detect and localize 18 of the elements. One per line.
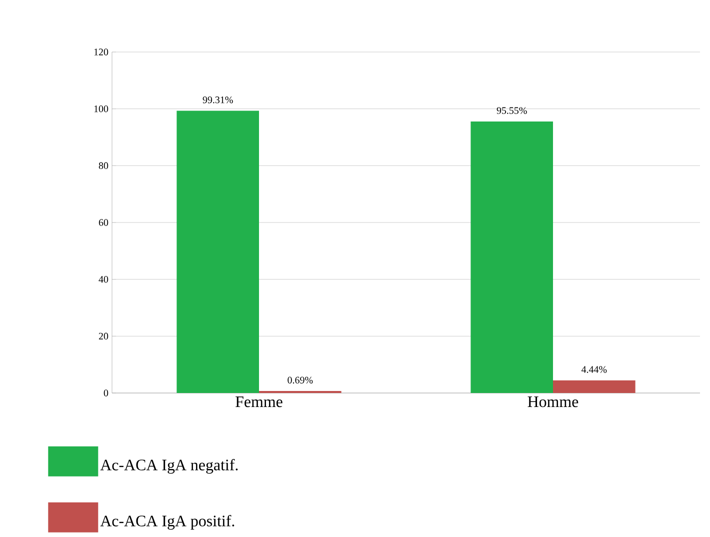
y-tick-label: 60 — [98, 219, 108, 226]
y-tick-label: 120 — [94, 48, 108, 56]
x-tick-label: Femme — [236, 396, 282, 408]
bar — [553, 380, 636, 393]
legend-label: Ac-ACA IgA positif. — [100, 514, 234, 530]
data-label: 99.31% — [202, 96, 233, 104]
x-tick-label: Homme — [528, 396, 578, 408]
y-tick-label: 100 — [94, 105, 108, 112]
bar — [176, 110, 260, 393]
data-label: 0.69% — [288, 376, 313, 384]
data-label: 4.44% — [581, 366, 607, 373]
data-label: 95.55% — [496, 107, 527, 114]
y-tick-label: 0 — [104, 390, 108, 396]
y-tick-label: 40 — [98, 276, 108, 283]
y-tick-label: 20 — [98, 332, 108, 340]
legend-label: Ac-ACA IgA negatif. — [100, 458, 238, 474]
bar — [470, 121, 554, 393]
y-tick-label: 80 — [98, 162, 108, 170]
